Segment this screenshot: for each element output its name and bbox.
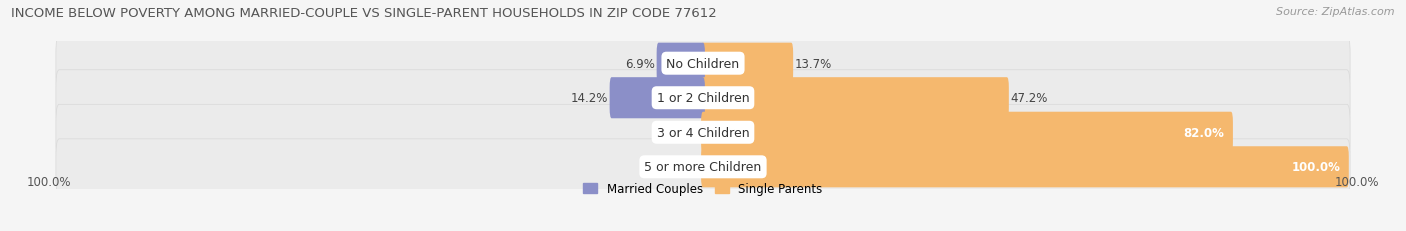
Text: 3 or 4 Children: 3 or 4 Children: [657, 126, 749, 139]
FancyBboxPatch shape: [56, 105, 1350, 161]
FancyBboxPatch shape: [56, 36, 1350, 92]
Text: 82.0%: 82.0%: [1184, 126, 1225, 139]
Text: 0.0%: 0.0%: [671, 126, 700, 139]
FancyBboxPatch shape: [702, 78, 1010, 119]
Text: 1 or 2 Children: 1 or 2 Children: [657, 92, 749, 105]
Text: 100.0%: 100.0%: [1334, 176, 1379, 188]
FancyBboxPatch shape: [702, 43, 793, 84]
Text: 47.2%: 47.2%: [1010, 92, 1047, 105]
Text: 100.0%: 100.0%: [1292, 161, 1340, 173]
Text: 6.9%: 6.9%: [626, 58, 655, 70]
Text: 0.0%: 0.0%: [671, 161, 700, 173]
Text: Source: ZipAtlas.com: Source: ZipAtlas.com: [1277, 7, 1395, 17]
FancyBboxPatch shape: [702, 147, 1348, 188]
FancyBboxPatch shape: [56, 139, 1350, 195]
FancyBboxPatch shape: [702, 112, 1233, 153]
Text: INCOME BELOW POVERTY AMONG MARRIED-COUPLE VS SINGLE-PARENT HOUSEHOLDS IN ZIP COD: INCOME BELOW POVERTY AMONG MARRIED-COUPL…: [11, 7, 717, 20]
Text: No Children: No Children: [666, 58, 740, 70]
Text: 13.7%: 13.7%: [794, 58, 832, 70]
FancyBboxPatch shape: [56, 70, 1350, 126]
Text: 5 or more Children: 5 or more Children: [644, 161, 762, 173]
Text: 14.2%: 14.2%: [571, 92, 609, 105]
Legend: Married Couples, Single Parents: Married Couples, Single Parents: [583, 182, 823, 195]
FancyBboxPatch shape: [657, 43, 704, 84]
Text: 100.0%: 100.0%: [27, 176, 72, 188]
FancyBboxPatch shape: [610, 78, 704, 119]
